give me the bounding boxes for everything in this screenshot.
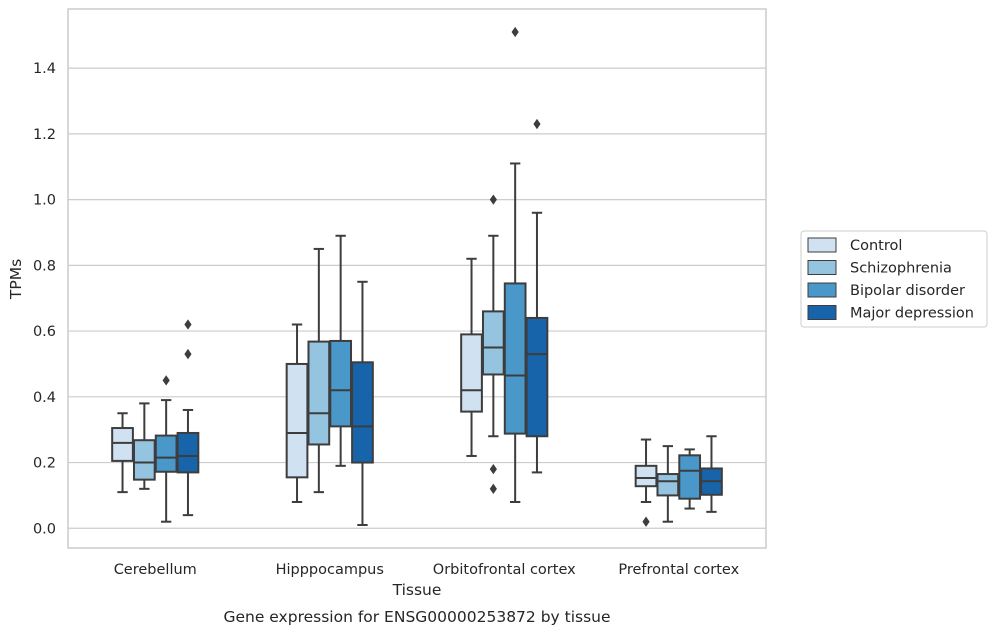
box-schizophrenia	[656, 445, 680, 523]
outlier-point	[184, 348, 192, 360]
iqr-box	[678, 454, 702, 500]
iqr-box	[460, 333, 483, 413]
iqr-box	[351, 361, 374, 464]
outlier-point	[184, 319, 192, 330]
box-major-depression	[525, 118, 549, 474]
legend: Control Schizophrenia Bipolar disorder Majo…	[800, 230, 988, 328]
box-control	[460, 257, 483, 457]
legend-swatch	[807, 282, 837, 298]
outlier-point	[162, 375, 170, 386]
iqr-box	[656, 473, 680, 497]
y-tick-label: 0.6	[33, 324, 56, 340]
iqr-box	[307, 340, 331, 446]
x-tick-label: Hipppocampus	[276, 562, 384, 578]
iqr-box	[176, 431, 200, 474]
outlier-point	[489, 483, 497, 495]
plot-frame	[67, 8, 767, 549]
y-tick-label: 1.2	[33, 127, 56, 143]
legend-swatch	[807, 305, 837, 320]
y-tick-label: 0.4	[33, 390, 56, 406]
y-tick-label: 1.4	[33, 61, 56, 77]
outlier-point	[642, 516, 650, 527]
iqr-box	[111, 427, 134, 462]
iqr-box	[132, 439, 156, 481]
iqr-box	[329, 339, 353, 428]
iqr-box	[154, 434, 178, 473]
box-bipolar-disorder	[329, 234, 353, 467]
box-major-depression	[351, 280, 374, 526]
box-schizophrenia	[481, 194, 505, 495]
box-major-depression	[176, 319, 200, 517]
y-tick-label: 0.8	[33, 258, 56, 274]
iqr-box	[481, 310, 505, 376]
y-tick-label: 1.0	[33, 193, 56, 209]
iqr-box	[503, 282, 527, 435]
legend-swatch	[807, 237, 837, 253]
legend-label: Bipolar disorder	[850, 283, 965, 299]
box-schizophrenia	[307, 247, 331, 494]
y-tick-label: 0.0	[33, 521, 56, 537]
boxes	[111, 26, 723, 527]
box-control	[111, 412, 134, 494]
box-control	[634, 438, 658, 527]
outlier-point	[489, 463, 497, 475]
outlier-point	[511, 26, 519, 38]
x-axis-label: Tissue	[392, 581, 442, 599]
legend-label: Control	[850, 238, 902, 254]
x-tick-label: Orbitofrontal cortex	[433, 562, 576, 578]
y-axis-ticks: 0.0 0.2 0.4 0.6 0.8 1.0 1.2 1.4	[33, 61, 56, 537]
box-bipolar-disorder	[154, 375, 178, 523]
legend-swatch	[807, 260, 837, 275]
chart-caption: Gene expression for ENSG00000253872 by t…	[223, 608, 610, 626]
box-bipolar-disorder	[503, 26, 527, 503]
box-major-depression	[700, 435, 723, 513]
x-tick-label: Cerebellum	[114, 562, 197, 578]
outlier-point	[533, 118, 541, 130]
outlier-point	[489, 194, 497, 205]
iqr-box	[285, 362, 309, 479]
iqr-box	[525, 316, 549, 438]
iqr-box	[634, 464, 658, 488]
legend-frame	[800, 230, 988, 328]
x-tick-label: Prefrontal cortex	[618, 562, 739, 578]
legend-label: Major depression	[850, 306, 974, 322]
legend-label: Schizophrenia	[850, 261, 952, 277]
box-schizophrenia	[132, 402, 156, 490]
box-bipolar-disorder	[678, 448, 702, 510]
box-control	[285, 323, 309, 503]
y-tick-label: 0.2	[33, 456, 56, 472]
x-axis-ticks: Cerebellum Hipppocampus Orbitofrontal cort…	[114, 562, 740, 578]
y-axis-label: TPMs	[7, 259, 25, 300]
